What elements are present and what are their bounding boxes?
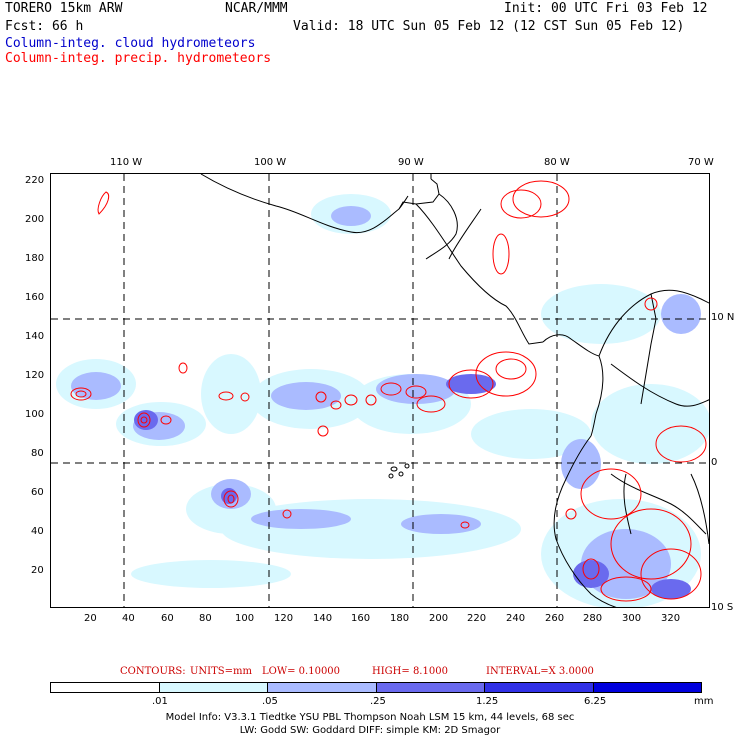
x-tick: 200 [429, 613, 449, 624]
colorbar-segment [159, 683, 268, 692]
map-canvas [51, 174, 709, 607]
coastlines [200, 174, 709, 607]
colorbar [50, 682, 702, 693]
contour-units: UNITS=mm [190, 666, 252, 677]
lon-label-110w: 110 W [110, 157, 143, 168]
center-name: NCAR/MMM [225, 1, 288, 16]
x-tick: 280 [583, 613, 603, 624]
contour-interval: INTERVAL=X 3.0000 [486, 666, 594, 677]
lat-label-0: 0 [711, 457, 718, 468]
x-tick: 60 [161, 613, 174, 624]
hydrometeor-map [50, 173, 710, 608]
y-tick: 20 [31, 565, 44, 576]
x-tick: 220 [467, 613, 487, 624]
x-tick: 300 [622, 613, 642, 624]
lon-label-80w: 80 W [544, 157, 570, 168]
lon-label-90w: 90 W [398, 157, 424, 168]
contour-low: LOW= 0.10000 [262, 666, 341, 677]
x-tick: 40 [122, 613, 135, 624]
x-tick: 160 [351, 613, 371, 624]
colorbar-label: 1.25 [476, 696, 499, 707]
lat-label-10s: 10 S [711, 602, 734, 613]
colorbar-label: .25 [370, 696, 386, 707]
x-tick: 80 [199, 613, 212, 624]
model-title: TORERO 15km ARW [5, 1, 123, 16]
y-tick: 220 [25, 175, 45, 186]
legend-cloud: Column-integ. cloud hydrometeors [5, 36, 256, 51]
y-tick: 80 [31, 448, 44, 459]
physics-info: LW: Godd SW: Goddard DIFF: simple KM: 2D… [239, 725, 501, 736]
colorbar-segment [268, 683, 377, 692]
y-tick: 200 [25, 214, 45, 225]
colorbar-label: 6.25 [584, 696, 607, 707]
x-tick: 120 [274, 613, 294, 624]
colorbar-segment [51, 683, 160, 692]
y-tick: 120 [25, 370, 45, 381]
valid-time: Valid: 18 UTC Sun 05 Feb 12 (12 CST Sun … [293, 19, 685, 34]
x-tick: 240 [506, 613, 526, 624]
contour-high: HIGH= 8.1000 [372, 666, 448, 677]
lon-label-70w: 70 W [688, 157, 714, 168]
x-tick: 20 [84, 613, 97, 624]
grid-lines [51, 174, 709, 607]
x-tick: 320 [661, 613, 681, 624]
x-tick: 180 [390, 613, 410, 624]
x-tick: 260 [545, 613, 565, 624]
y-tick: 160 [25, 292, 45, 303]
y-tick: 40 [31, 526, 44, 537]
x-tick: 100 [235, 613, 255, 624]
y-tick: 180 [25, 253, 45, 264]
forecast-hour: Fcst: 66 h [5, 19, 84, 34]
contour-label: CONTOURS: [120, 666, 186, 677]
lon-label-100w: 100 W [254, 157, 287, 168]
lat-label-10n: 10 N [711, 312, 735, 323]
x-tick: 140 [313, 613, 333, 624]
legend-precip: Column-integ. precip. hydrometeors [5, 51, 272, 66]
y-tick: 140 [25, 331, 45, 342]
colorbar-label: .01 [152, 696, 168, 707]
y-tick: 100 [25, 409, 45, 420]
colorbar-segment [485, 683, 594, 692]
colorbar-segment [376, 683, 485, 692]
model-info: Model Info: V3.3.1 Tiedtke YSU PBL Thomp… [165, 712, 575, 723]
init-time: Init: 00 UTC Fri 03 Feb 12 [504, 1, 708, 16]
precip-contours [70, 180, 707, 602]
colorbar-segment [593, 683, 701, 692]
colorbar-unit: mm [694, 696, 714, 707]
colorbar-label: .05 [262, 696, 278, 707]
y-tick: 60 [31, 487, 44, 498]
